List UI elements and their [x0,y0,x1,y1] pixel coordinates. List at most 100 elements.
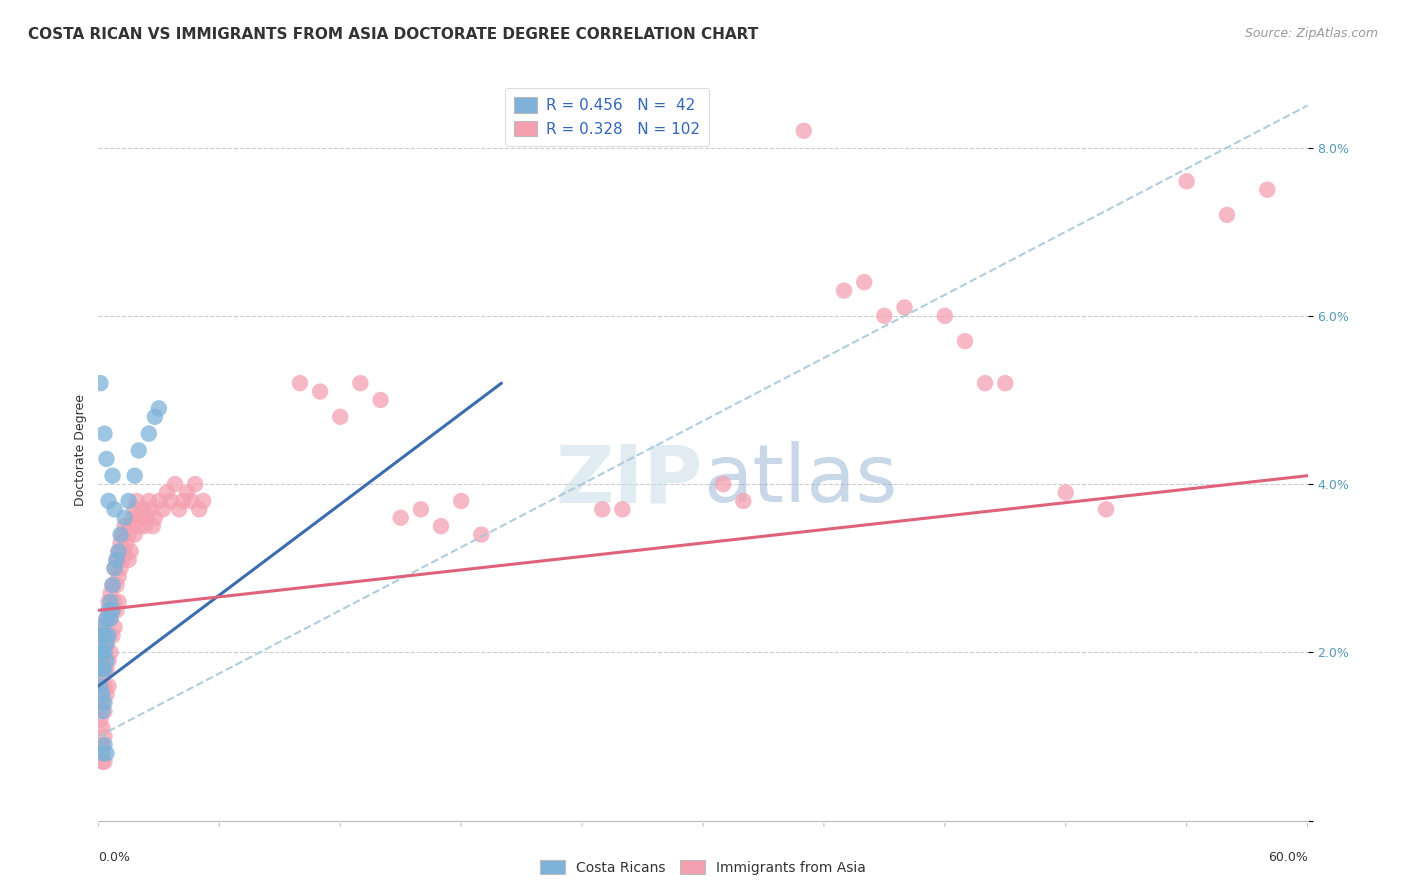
Point [105,578,128,592]
Point [91,755,114,769]
Point [180,494,202,508]
Point [91,688,114,702]
Point [96,637,118,651]
Point [93,679,115,693]
Point [114,519,136,533]
Point [89,628,111,642]
Point [110,536,132,550]
Point [89,662,111,676]
Point [93,628,115,642]
Point [107,544,129,558]
Point [132,502,155,516]
Point [114,544,136,558]
Point [163,477,186,491]
Point [853,275,876,289]
Point [188,502,211,516]
Point [138,494,160,508]
Point [103,595,125,609]
Point [934,309,956,323]
Point [128,519,150,533]
Point [118,553,141,567]
Point [97,654,120,668]
Point [91,620,114,634]
Point [97,628,120,642]
Point [124,527,146,541]
Point [91,645,114,659]
Point [96,612,118,626]
Point [110,527,132,541]
Point [1054,485,1077,500]
Point [129,510,152,524]
Point [100,645,122,659]
Point [91,671,114,685]
Point [110,561,132,575]
Point [125,494,148,508]
Point [100,586,122,600]
Point [105,553,128,567]
Point [93,696,115,710]
Point [96,637,118,651]
Point [1175,174,1198,188]
Point [101,628,124,642]
Point [93,426,115,441]
Point [143,510,166,524]
Point [370,392,392,407]
Point [128,443,150,458]
Point [105,553,128,567]
Point [93,645,115,659]
Point [143,409,166,424]
Text: ZIP: ZIP [555,441,703,519]
Point [1256,183,1278,197]
Point [107,569,129,583]
Point [93,662,115,676]
Point [93,738,115,752]
Point [101,578,124,592]
Point [873,309,896,323]
Point [134,519,156,533]
Point [172,494,194,508]
Point [91,696,114,710]
Point [101,578,124,592]
Point [349,376,371,391]
Point [893,301,915,315]
Point [142,519,165,533]
Point [93,620,115,634]
Point [91,738,114,752]
Point [124,502,146,516]
Point [91,747,114,761]
Text: atlas: atlas [703,441,897,519]
Point [115,536,138,550]
Point [430,519,453,533]
Point [591,502,613,516]
Point [120,519,142,533]
Point [97,595,120,609]
Point [124,468,146,483]
Point [111,553,134,567]
Point [711,477,734,491]
Point [138,426,160,441]
Point [612,502,634,516]
Point [96,747,118,761]
Point [97,603,120,617]
Point [793,124,815,138]
Point [111,527,134,541]
Point [152,502,174,516]
Point [105,603,128,617]
Point [974,376,997,391]
Point [953,334,976,348]
Point [118,527,141,541]
Point [96,688,118,702]
Point [409,502,432,516]
Point [96,662,118,676]
Point [101,603,124,617]
Point [160,494,183,508]
Point [101,468,124,483]
Point [832,284,855,298]
Point [96,612,118,626]
Point [103,620,125,634]
Point [97,494,120,508]
Text: Source: ZipAtlas.com: Source: ZipAtlas.com [1244,27,1378,40]
Point [733,494,755,508]
Point [91,704,114,718]
Point [96,451,118,466]
